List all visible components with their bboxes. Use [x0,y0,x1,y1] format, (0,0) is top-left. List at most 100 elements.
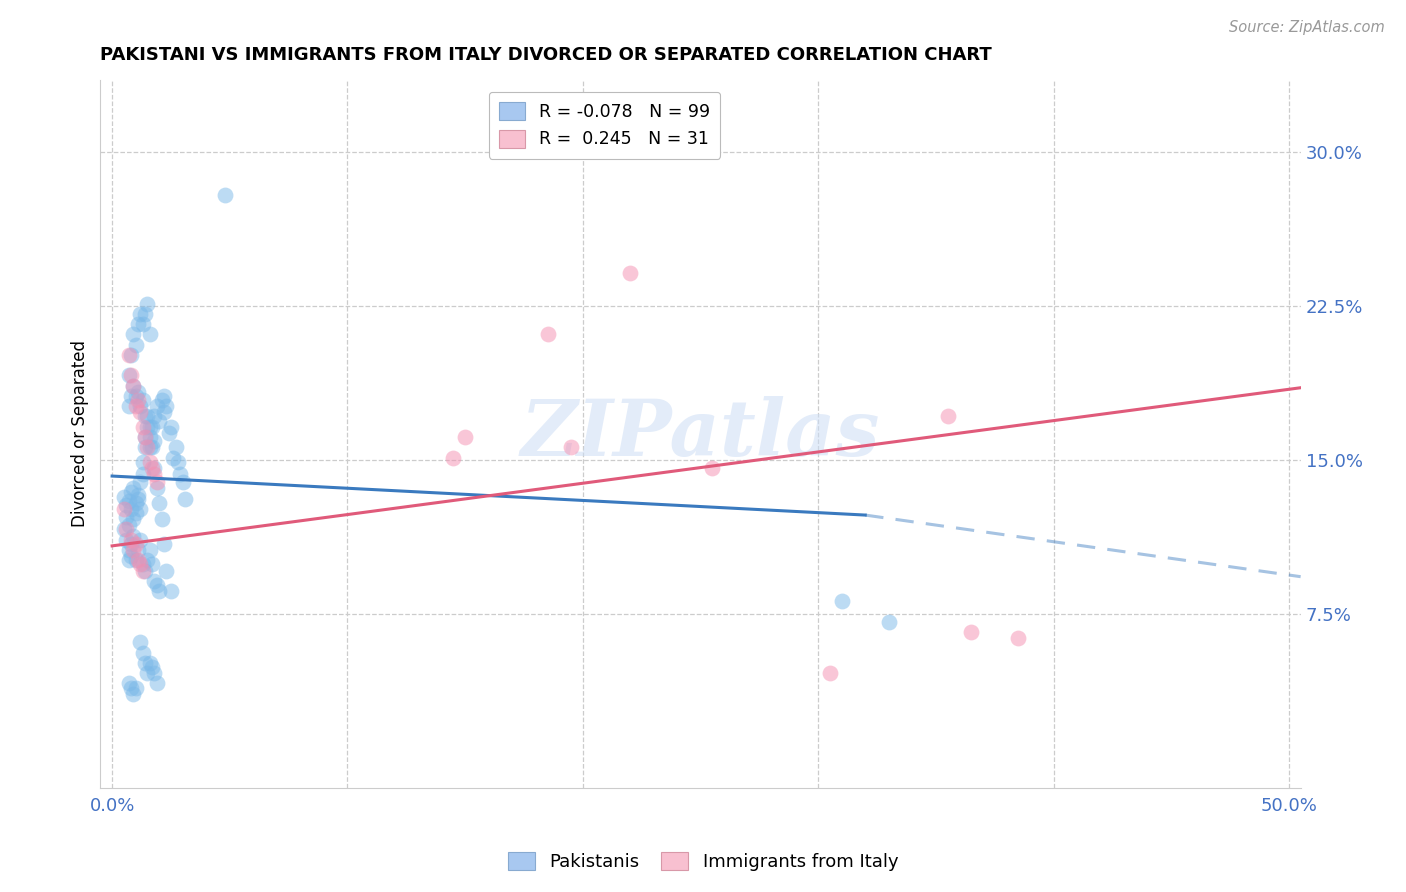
Point [560,440,582,454]
Point [134,430,156,444]
Point [120,533,142,547]
Point [120,368,142,383]
Point [127,487,149,501]
Point [124,681,146,695]
Point [127,553,149,567]
Point [127,384,149,399]
Point [127,392,149,407]
Point [120,502,142,516]
Point [136,666,159,681]
Point [150,392,173,407]
Point [162,450,184,465]
Point [141,440,163,454]
Point [124,337,146,351]
Point [129,475,152,490]
Point [136,440,159,454]
Text: Source: ZipAtlas.com: Source: ZipAtlas.com [1229,20,1385,35]
Point [132,467,155,481]
Point [115,498,138,512]
Point [124,389,146,403]
Point [120,681,142,695]
Point [129,502,152,516]
Point [129,399,152,413]
Point [155,399,177,413]
Point [117,368,139,383]
Point [139,419,162,434]
Point [214,187,236,202]
Point [134,564,156,578]
Point [124,496,146,510]
Point [134,430,156,444]
Point [141,558,163,572]
Point [132,564,155,578]
Point [169,467,191,481]
Point [122,378,145,392]
Y-axis label: Divorced or Separated: Divorced or Separated [72,341,89,527]
Point [124,553,146,567]
Point [143,409,166,424]
Point [157,425,180,440]
Point [1007,632,1029,646]
Point [132,558,155,572]
Point [124,506,146,520]
Point [120,549,142,563]
Point [124,537,146,551]
Point [112,490,135,504]
Legend: R = -0.078   N = 99, R =  0.245   N = 31: R = -0.078 N = 99, R = 0.245 N = 31 [488,92,720,159]
Point [172,475,194,490]
Point [136,409,159,424]
Point [115,533,138,547]
Point [122,528,145,542]
Point [146,475,169,490]
Point [122,327,145,342]
Point [122,687,145,701]
Text: ZIPatlas: ZIPatlas [520,396,880,472]
Point [129,533,152,547]
Legend: Pakistanis, Immigrants from Italy: Pakistanis, Immigrants from Italy [501,845,905,879]
Point [122,543,145,558]
Point [160,584,183,599]
Point [441,450,464,465]
Text: PAKISTANI VS IMMIGRANTS FROM ITALY DIVORCED OR SEPARATED CORRELATION CHART: PAKISTANI VS IMMIGRANTS FROM ITALY DIVOR… [100,46,993,64]
Point [120,537,142,551]
Point [153,389,176,403]
Point [153,537,176,551]
Point [143,467,166,481]
Point [117,348,139,362]
Point [134,656,156,670]
Point [960,625,983,640]
Point [139,543,162,558]
Point [153,405,176,419]
Point [146,676,169,690]
Point [132,455,155,469]
Point [148,584,170,599]
Point [132,646,155,660]
Point [117,518,139,533]
Point [148,414,170,428]
Point [818,666,841,681]
Point [146,482,169,496]
Point [143,574,166,588]
Point [155,564,177,578]
Point [120,348,142,362]
Point [112,523,135,537]
Point [127,491,149,506]
Point [148,496,170,510]
Point [143,434,166,449]
Point [139,656,162,670]
Point [117,553,139,567]
Point [117,493,139,508]
Point [831,594,853,608]
Point [132,419,155,434]
Point [146,399,169,413]
Point [132,392,155,407]
Point [150,512,173,526]
Point [136,553,159,567]
Point [141,660,163,674]
Point [129,405,152,419]
Point [139,440,162,454]
Point [136,296,159,310]
Point [115,510,138,524]
Point [127,317,149,331]
Point [122,378,145,392]
